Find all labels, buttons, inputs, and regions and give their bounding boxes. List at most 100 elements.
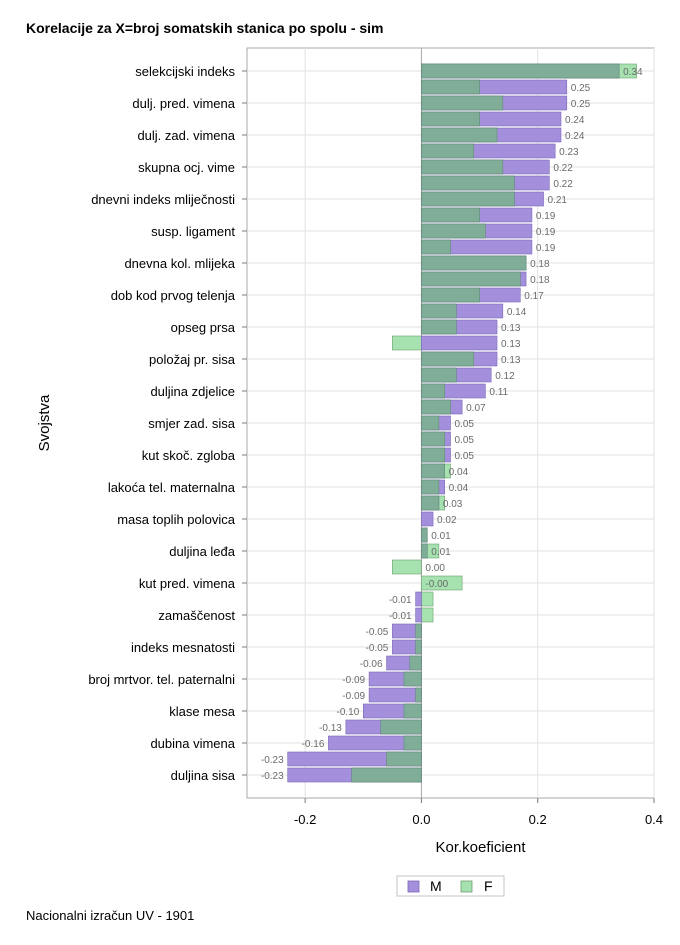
bar-value-label: -0.13	[319, 723, 342, 734]
bar-value-label: 0.13	[501, 339, 521, 350]
bar-value-label: 0.21	[548, 195, 568, 206]
legend-box	[396, 875, 505, 897]
bar-value-label: 0.18	[530, 259, 550, 270]
bar-overlap	[421, 79, 480, 95]
bar-f	[421, 575, 463, 591]
bar-value-label: -0.05	[366, 627, 389, 638]
bar-value-label: -0.05	[366, 643, 389, 654]
y-tick-label: kut skoč. zgloba	[142, 448, 236, 463]
bar-value-label: -0.09	[342, 675, 365, 686]
y-tick-label: dulj. pred. vimena	[132, 96, 235, 111]
legend-label-f: F	[484, 878, 493, 894]
bar-value-label: 0.03	[443, 499, 463, 510]
legend-swatch-f	[460, 880, 473, 893]
bar-value-label: 0.00	[425, 563, 445, 574]
bar-overlap	[421, 63, 620, 79]
y-tick-label: zamaščenost	[158, 608, 235, 623]
bar-value-label: 0.19	[536, 243, 556, 254]
y-tick-label: klase mesa	[169, 704, 236, 719]
bar-overlap	[415, 623, 422, 639]
y-tick-label: duljina leđa	[169, 544, 236, 559]
bar-f	[421, 607, 434, 623]
bar-value-label: 0.24	[565, 115, 585, 126]
y-tick-label: dob kod prvog telenja	[111, 288, 236, 303]
bar-value-label: 0.11	[489, 387, 508, 398]
bar-overlap	[421, 191, 515, 207]
bar-value-label: 0.01	[431, 531, 451, 542]
bar-value-label: 0.13	[501, 355, 521, 366]
bar-overlap	[421, 367, 457, 383]
bar-overlap	[421, 383, 445, 399]
bar-value-label: -0.23	[261, 755, 284, 766]
bar-overlap	[415, 687, 422, 703]
bar-overlap	[351, 767, 422, 783]
bar-overlap	[409, 655, 422, 671]
bar-value-label: 0.05	[455, 435, 475, 446]
y-tick-label: dnevna kol. mlijeka	[124, 256, 235, 271]
bar-overlap	[421, 495, 440, 511]
bar-overlap	[421, 447, 445, 463]
bar-overlap	[380, 719, 422, 735]
chart-title: Korelacije za X=broj somatskih stanica p…	[26, 20, 384, 36]
bar-overlap	[421, 143, 475, 159]
bar-overlap	[421, 111, 480, 127]
y-tick-label: broj mrtvor. tel. paternalni	[88, 672, 235, 687]
bar-value-label: -0.00	[425, 579, 448, 590]
bar-value-label: -0.01	[389, 611, 412, 622]
bar-value-label: 0.19	[536, 211, 556, 222]
bar-f	[392, 335, 422, 351]
y-tick-label: dubina vimena	[150, 736, 235, 751]
bar-m	[415, 607, 422, 623]
bar-value-label: 0.01	[431, 547, 451, 558]
bar-value-label: 0.22	[553, 163, 573, 174]
footnote: Nacionalni izračun UV - 1901	[26, 908, 195, 923]
y-tick-label: položaj pr. sisa	[149, 352, 236, 367]
bar-value-label: -0.10	[336, 707, 359, 718]
bar-m	[415, 591, 422, 607]
bar-overlap	[421, 287, 480, 303]
bar-overlap	[421, 543, 428, 559]
bar-overlap	[386, 751, 422, 767]
bar-overlap	[421, 415, 440, 431]
bar-overlap	[421, 223, 486, 239]
x-tick-label: 0.2	[529, 812, 547, 827]
bar-overlap	[421, 271, 521, 287]
bar-value-label: 0.34	[623, 67, 643, 78]
legend-label-m: M	[430, 878, 442, 894]
y-tick-label: duljina sisa	[171, 768, 236, 783]
bar-value-label: 0.13	[501, 323, 521, 334]
bar-value-label: 0.05	[455, 419, 475, 430]
bar-overlap	[403, 703, 422, 719]
bar-overlap	[403, 735, 422, 751]
bar-overlap	[421, 159, 504, 175]
bar-overlap	[421, 399, 451, 415]
bar-m	[368, 687, 422, 703]
y-tick-label: duljina zdjelice	[150, 384, 235, 399]
y-tick-label: selekcijski indeks	[135, 64, 235, 79]
bar-overlap	[421, 207, 480, 223]
bar-value-label: 0.02	[437, 515, 457, 526]
x-tick-label: 0.4	[645, 812, 663, 827]
y-tick-label: skupna ocj. vime	[138, 160, 235, 175]
y-tick-label: masa toplih polovica	[117, 512, 236, 527]
bar-overlap	[415, 639, 422, 655]
bar-f	[392, 559, 422, 575]
bar-value-label: 0.14	[507, 307, 527, 318]
y-tick-label: susp. ligament	[151, 224, 235, 239]
legend-swatch-m	[407, 880, 420, 893]
x-axis-title: Kor.koeficient	[435, 839, 526, 856]
x-tick-label: 0.0	[412, 812, 430, 827]
bar-value-label: 0.12	[495, 371, 515, 382]
bar-value-label: 0.07	[466, 403, 486, 414]
bar-overlap	[403, 671, 422, 687]
bar-overlap	[421, 303, 457, 319]
bar-value-label: 0.25	[571, 99, 591, 110]
bar-overlap	[421, 431, 445, 447]
bar-m	[421, 511, 434, 527]
bar-value-label: -0.06	[360, 659, 383, 670]
bar-f	[421, 591, 434, 607]
bar-overlap	[421, 479, 440, 495]
bar-value-label: 0.22	[553, 179, 573, 190]
bar-value-label: 0.24	[565, 131, 585, 142]
